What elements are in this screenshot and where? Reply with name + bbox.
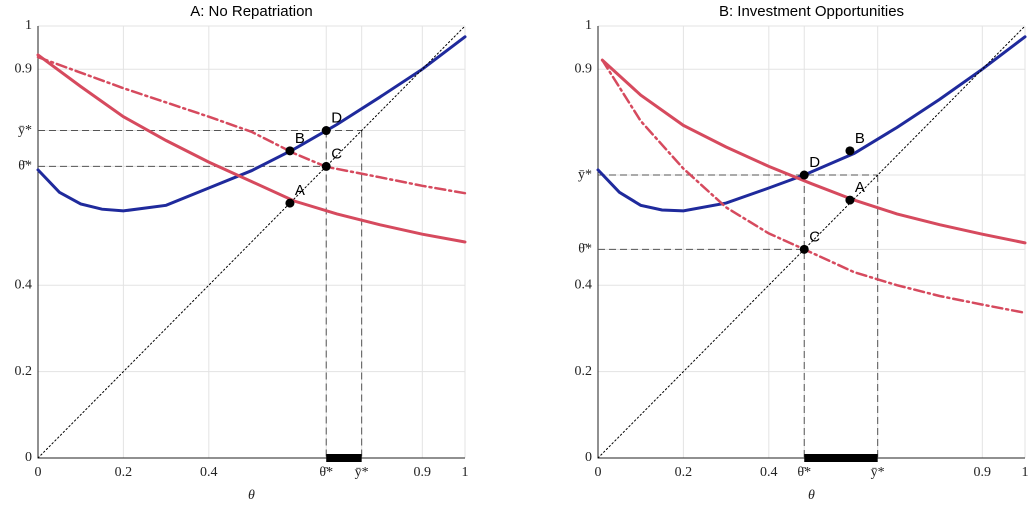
y-tick-label: 0.2 bbox=[575, 364, 593, 379]
y-tick-label: θ̄* bbox=[578, 242, 592, 257]
x-tick-label: 1 bbox=[462, 465, 469, 480]
y-tick-label: ȳ* bbox=[578, 167, 592, 182]
x-tick-label: 0.9 bbox=[974, 465, 992, 480]
curve bbox=[37, 25, 466, 459]
y-tick-label: 1 bbox=[585, 18, 592, 33]
curve bbox=[36, 55, 467, 195]
x-tick-label: 0 bbox=[35, 465, 42, 480]
y-tick-label: 0.4 bbox=[575, 277, 593, 292]
x-tick-label: 0.4 bbox=[200, 465, 218, 480]
point-label: D bbox=[331, 110, 342, 127]
point-label: B bbox=[855, 130, 865, 147]
y-tick-label: θ̄* bbox=[18, 159, 32, 174]
y-tick-label: 0 bbox=[25, 450, 32, 465]
x-tick-label: 0 bbox=[595, 465, 602, 480]
curve bbox=[36, 35, 467, 213]
point-label: D bbox=[809, 154, 820, 171]
point-label: C bbox=[809, 228, 820, 245]
curve bbox=[601, 58, 1027, 315]
x-tick-label: 0.2 bbox=[675, 465, 693, 480]
point-marker bbox=[799, 244, 809, 254]
y-tick-label: 0.9 bbox=[575, 61, 593, 76]
y-tick-label: 0.4 bbox=[15, 277, 33, 292]
point-label: A bbox=[855, 179, 865, 196]
y-tick-label: 0 bbox=[585, 450, 592, 465]
x-tick-label: 0.4 bbox=[760, 465, 778, 480]
point-label: B bbox=[295, 130, 305, 147]
point-marker bbox=[845, 195, 855, 205]
point-marker bbox=[799, 170, 809, 180]
y-tick-label: 0.2 bbox=[15, 364, 33, 379]
x-axis-label: θ bbox=[248, 488, 255, 503]
curve bbox=[600, 58, 1027, 245]
x-axis-label: θ bbox=[808, 488, 815, 503]
chart-title: A: No Repatriation bbox=[190, 3, 313, 20]
point-label: A bbox=[295, 182, 305, 199]
x-tick-label: 0.2 bbox=[115, 465, 133, 480]
interval-bar bbox=[326, 454, 362, 462]
x-tick-label: 0.9 bbox=[414, 465, 432, 480]
x-tick-label: θ̄* bbox=[797, 465, 811, 480]
point-marker bbox=[285, 198, 295, 208]
point-marker bbox=[845, 146, 855, 156]
point-marker bbox=[285, 146, 295, 156]
x-tick-label: ȳ* bbox=[871, 465, 885, 480]
y-tick-label: 1 bbox=[25, 18, 32, 33]
curve bbox=[36, 53, 467, 244]
point-label: C bbox=[331, 145, 342, 162]
interval-bar bbox=[804, 454, 878, 462]
x-tick-label: 1 bbox=[1022, 465, 1029, 480]
x-tick-label: ȳ* bbox=[355, 465, 369, 480]
curve bbox=[596, 35, 1027, 213]
x-tick-label: θ̄* bbox=[319, 465, 333, 480]
curve bbox=[597, 25, 1026, 459]
y-tick-label: ȳ* bbox=[18, 123, 32, 138]
point-marker bbox=[321, 161, 331, 171]
chart-title: B: Investment Opportunities bbox=[719, 3, 904, 20]
point-marker bbox=[321, 126, 331, 136]
y-tick-label: 0.9 bbox=[15, 61, 33, 76]
